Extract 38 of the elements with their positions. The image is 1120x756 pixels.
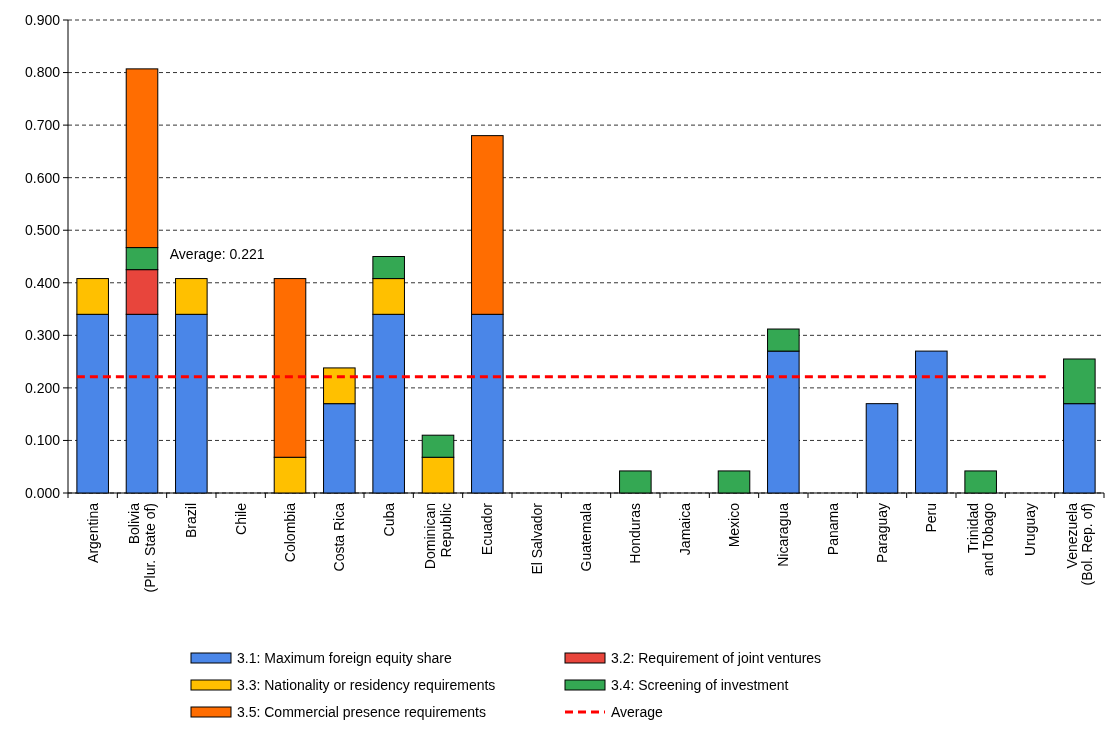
legend-label: 3.1: Maximum foreign equity share xyxy=(237,649,452,666)
y-tick-label: 0.500 xyxy=(24,222,61,239)
x-tick-label: Venezuela (Bol. Rep. of) xyxy=(1063,502,1095,586)
x-tick-label: Panama xyxy=(824,502,841,556)
x-tick-label: Paraguay xyxy=(873,503,890,563)
x-tick-label: Trinidad and Tobago xyxy=(964,502,997,576)
x-tick-label: Colombia xyxy=(281,502,298,563)
legend-label: Average xyxy=(611,703,664,720)
y-tick-label: 0.700 xyxy=(24,117,61,134)
y-tick-label: 0.900 xyxy=(24,11,61,28)
legend-label: 3.2: Requirement of joint ventures xyxy=(611,649,822,666)
x-tick-label: Cuba xyxy=(380,502,397,537)
x-tick-label: Brazil xyxy=(183,503,200,539)
x-tick-label: Dominican Republic xyxy=(422,503,454,570)
y-tick-label: 0.800 xyxy=(24,64,61,81)
x-tick-label: Nicaragua xyxy=(775,502,792,567)
x-tick-label: Argentina xyxy=(84,502,101,563)
x-tick-label: Peru xyxy=(923,503,940,533)
x-tick-label: Honduras xyxy=(627,503,644,564)
y-tick-label: 0.200 xyxy=(24,379,61,396)
y-tick-label: 0.400 xyxy=(24,274,61,291)
y-tick-label: 0.000 xyxy=(24,484,61,501)
x-tick-label: Ecuador xyxy=(479,502,496,556)
y-tick-label: 0.100 xyxy=(24,432,61,449)
x-tick-label: Guatemala xyxy=(577,502,594,572)
legend-label: 3.4: Screening of investment xyxy=(611,676,789,693)
x-tick-label: Jamaica xyxy=(676,502,693,556)
y-tick-label: 0.300 xyxy=(24,327,61,344)
y-tick-label: 0.600 xyxy=(24,169,61,186)
annotation: Average: 0.221 xyxy=(169,245,265,262)
x-tick-label: Uruguay xyxy=(1021,503,1038,556)
legend-label: 3.5: Commercial presence requirements xyxy=(237,703,486,720)
x-tick-label: Costa Rica xyxy=(331,502,348,572)
legend-label: 3.3: Nationality or residency requirements xyxy=(237,676,496,693)
x-tick-label: El Salvador xyxy=(528,502,545,575)
x-tick-label: Bolivia (Plur. State of) xyxy=(126,502,158,593)
x-tick-label: Chile xyxy=(232,502,249,535)
x-tick-label: Mexico xyxy=(725,502,742,548)
